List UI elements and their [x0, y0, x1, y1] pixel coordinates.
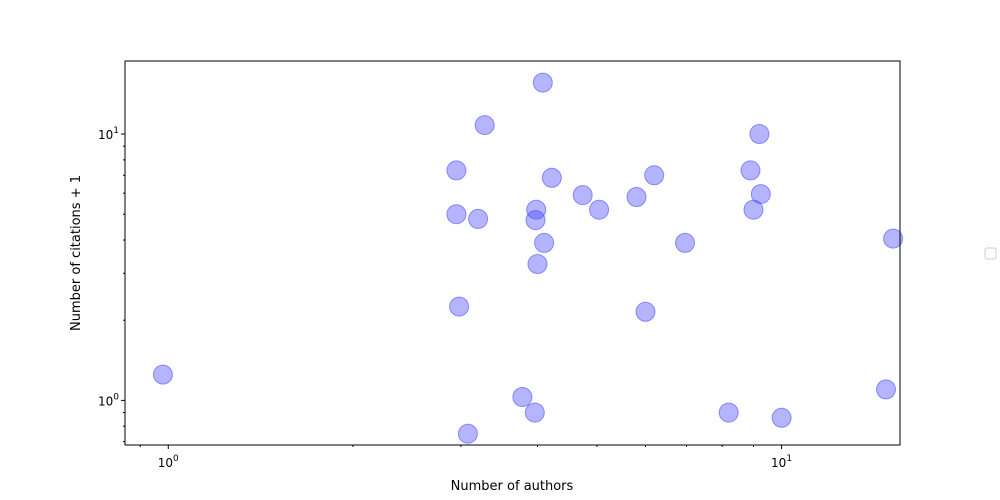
y-axis-label: Number of citations + 1 [69, 175, 84, 331]
scatter-point [527, 254, 548, 274]
y-tick-label: 101 [98, 126, 119, 142]
x-tick-label: 100 [158, 454, 179, 470]
plot-area-frame [124, 60, 901, 446]
x-axis-label: Number of authors [451, 479, 574, 494]
scatter-point [512, 387, 533, 407]
scatter-point [446, 204, 467, 225]
scatter-point [541, 167, 562, 188]
x-tick-label: 101 [771, 454, 792, 470]
scatter-point [525, 210, 546, 231]
points-layer [152, 72, 904, 444]
scatter-point [474, 115, 495, 136]
scatter-point [457, 423, 478, 444]
scatter-point [468, 208, 489, 229]
scatter-point [749, 124, 770, 144]
ticks-layer: 100 101 100 101 [98, 126, 792, 470]
scatter-point [771, 407, 792, 428]
scatter-point [524, 402, 545, 423]
scatter-point [675, 232, 695, 253]
scatter-point [718, 402, 739, 423]
scatter-point [626, 187, 647, 207]
scatter-point [589, 199, 610, 220]
scatter-point [644, 165, 665, 186]
empty-legend-box [984, 247, 997, 260]
scatter-point [152, 364, 173, 385]
scatter-point [572, 185, 593, 206]
scatter-point [526, 199, 547, 220]
y-tick-label: 100 [98, 392, 119, 408]
scatter-point [449, 296, 470, 317]
scatter-point [446, 160, 467, 181]
scatter-point [876, 379, 896, 400]
scatter-point [534, 232, 555, 253]
scatter-point [740, 160, 761, 181]
scatter-point [750, 184, 771, 205]
scatter-point [635, 301, 656, 322]
scatter-point [883, 228, 904, 249]
scatter-point [532, 72, 553, 93]
